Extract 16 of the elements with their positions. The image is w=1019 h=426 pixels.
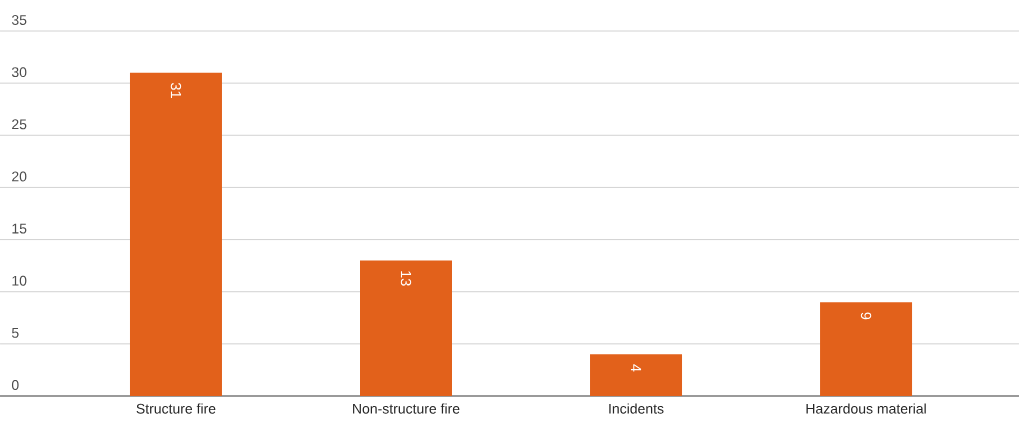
y-tick-label: 10 — [12, 275, 27, 286]
data-label: 9 — [860, 312, 872, 320]
y-tick-label: 0 — [11, 380, 19, 390]
y-tick-label: 15 — [12, 223, 27, 234]
y-tick-label: 25 — [12, 119, 27, 130]
y-tick-label: 5 — [11, 328, 19, 338]
data-label: 31 — [170, 82, 182, 98]
x-tick-label: Structure fire — [136, 403, 216, 414]
x-tick-label: Non-structure fire — [353, 403, 460, 414]
y-tick-label: 35 — [11, 15, 27, 25]
data-label: 13 — [400, 271, 412, 286]
x-tick-label: Hazardous material — [806, 403, 926, 414]
y-tick-label: 30 — [11, 67, 27, 78]
y-tick-label: 20 — [12, 171, 27, 182]
x-tick-label: Incidents — [609, 403, 664, 414]
data-label: 4 — [630, 364, 642, 372]
